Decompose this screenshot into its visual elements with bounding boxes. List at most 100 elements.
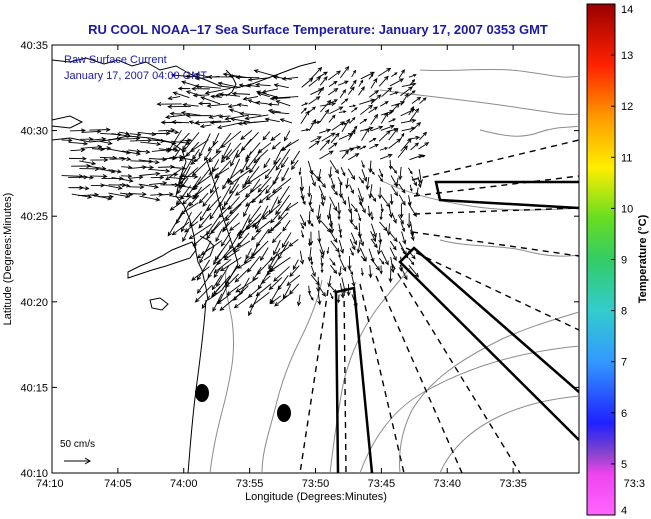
current-vector	[408, 135, 421, 140]
current-vector	[244, 114, 269, 121]
current-vector	[177, 86, 191, 91]
x-tick-label: 74:10	[36, 478, 64, 490]
current-vector	[337, 80, 349, 86]
current-vector	[262, 131, 271, 141]
current-vector	[378, 187, 383, 200]
current-vector	[388, 127, 399, 141]
current-vector	[368, 265, 373, 279]
current-vector	[339, 89, 347, 99]
current-vector	[339, 258, 347, 272]
current-vector	[181, 195, 192, 205]
current-vector	[349, 184, 354, 195]
current-vector	[397, 145, 408, 158]
current-vector	[149, 181, 168, 186]
current-vector	[150, 192, 164, 197]
current-vector	[370, 238, 378, 249]
current-vector	[242, 96, 259, 101]
current-vector	[242, 175, 250, 189]
x-tick-label: 73:55	[236, 478, 264, 490]
current-vector	[320, 101, 337, 107]
current-vector	[388, 118, 397, 123]
current-vector	[224, 265, 239, 285]
current-vector	[408, 90, 416, 97]
current-vector	[361, 127, 370, 141]
current-vector	[148, 131, 171, 136]
colorbar	[586, 3, 616, 516]
current-vector	[298, 167, 302, 176]
current-vector	[265, 177, 279, 195]
current-vector	[167, 104, 191, 109]
current-vector	[407, 195, 412, 207]
current-vector	[260, 275, 271, 285]
current-vector	[365, 176, 370, 191]
current-vector	[211, 274, 222, 291]
current-vector	[108, 169, 122, 174]
current-vector	[318, 241, 325, 256]
current-vector	[380, 203, 384, 213]
current-vector	[398, 69, 405, 79]
current-vector	[368, 73, 374, 80]
current-vector	[203, 150, 212, 162]
current-vector	[196, 276, 210, 294]
current-vector	[245, 248, 252, 260]
current-vector	[171, 166, 187, 171]
current-vector	[389, 193, 394, 206]
current-vector	[108, 148, 131, 155]
current-vector	[219, 293, 240, 312]
colorbar-tick-label: 4	[621, 505, 627, 517]
current-vector	[248, 205, 262, 224]
current-vector	[310, 174, 316, 187]
current-vector	[255, 100, 269, 105]
current-vector	[243, 203, 250, 218]
current-vector	[358, 79, 364, 87]
current-vector	[273, 239, 281, 256]
current-vector	[407, 167, 413, 175]
current-vector	[300, 107, 307, 114]
current-vector	[230, 117, 251, 123]
current-vector	[338, 239, 345, 254]
current-vector	[408, 250, 416, 260]
current-vector	[357, 213, 362, 222]
current-vector	[319, 76, 328, 86]
current-vector	[308, 293, 314, 301]
current-vector	[275, 194, 290, 216]
current-vector	[329, 106, 344, 115]
current-vector	[167, 213, 182, 237]
current-vector	[239, 111, 262, 116]
current-vector	[379, 153, 393, 160]
current-vector	[318, 178, 327, 189]
current-vector	[408, 257, 415, 266]
current-vector	[192, 230, 211, 247]
current-vector	[369, 137, 377, 143]
current-vector	[189, 211, 203, 227]
current-vector	[338, 110, 347, 114]
current-vector	[89, 127, 111, 132]
current-vector	[380, 101, 389, 107]
current-vector	[222, 221, 229, 233]
current-vector	[316, 276, 321, 293]
current-vector	[398, 256, 404, 272]
colorbar-tick-label: 10	[621, 203, 633, 215]
current-vector	[249, 292, 270, 308]
current-vector	[337, 294, 341, 304]
current-vector	[130, 138, 153, 143]
current-vector	[308, 118, 317, 132]
current-vector	[220, 149, 233, 164]
current-vector	[299, 250, 305, 265]
current-vector	[158, 156, 178, 161]
current-vector	[224, 203, 242, 222]
current-vector	[310, 256, 314, 266]
current-vector	[255, 220, 271, 233]
current-vector	[318, 286, 326, 298]
current-vector	[158, 128, 176, 133]
current-vector	[378, 257, 385, 265]
current-vector	[330, 177, 336, 190]
current-vector	[175, 185, 192, 206]
current-vector	[370, 113, 379, 126]
y-tick-label: 40:20	[20, 297, 48, 309]
current-vector	[338, 133, 353, 140]
current-vector	[222, 178, 230, 190]
current-vector	[399, 264, 408, 281]
current-vector	[348, 153, 360, 161]
current-vector	[182, 229, 190, 243]
